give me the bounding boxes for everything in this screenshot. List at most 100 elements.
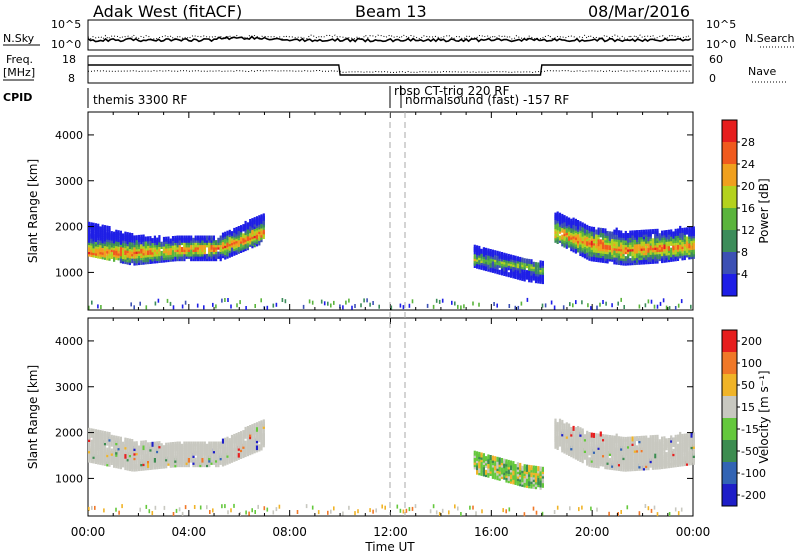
power-cell (432, 304, 435, 309)
velocity-colorbar-tick-label: -100 (741, 467, 766, 480)
power-cell (258, 235, 261, 241)
velocity-cell (402, 509, 405, 514)
power-cell (586, 224, 589, 230)
power-cell (215, 240, 218, 246)
power-cell (196, 235, 200, 241)
power-cell (642, 229, 645, 235)
power-cell (500, 270, 504, 276)
velocity-cell (149, 442, 152, 448)
cpid-segment-themis: themis 3300 RF (93, 93, 187, 107)
power-cell (101, 224, 104, 230)
velocity-cell (230, 508, 232, 513)
power-cell (151, 242, 154, 248)
nsky-label: N.Sky (3, 32, 35, 45)
velocity-cell (597, 454, 600, 460)
velocity-cell (608, 511, 610, 516)
power-data-cells (88, 211, 695, 311)
nsky-left-tick-bottom: 10^0 (51, 38, 81, 51)
velocity-colorbar-swatch (722, 352, 737, 374)
velocity-cell (181, 443, 184, 449)
power-cell (137, 234, 141, 240)
velocity-cell (510, 474, 513, 480)
velocity-cell (574, 431, 577, 437)
power-cell (103, 252, 107, 258)
velocity-cell (613, 435, 616, 441)
power-cell (562, 305, 565, 310)
power-cell (563, 215, 566, 221)
velocity-cell (482, 453, 485, 459)
power-cell (242, 233, 245, 239)
velocity-colorbar: 200 100 50 15 -15 -50 -100 -200 (721, 329, 766, 507)
power-cell (629, 251, 632, 257)
power-cell (608, 231, 611, 237)
power-cell (581, 222, 584, 228)
velocity-cell (624, 457, 627, 463)
power-cell (169, 301, 172, 306)
velocity-cell (663, 440, 666, 446)
power-cell (190, 235, 193, 241)
velocity-cell (496, 475, 499, 481)
power-cell (454, 301, 456, 306)
velocity-cell (151, 441, 154, 447)
power-cell (667, 229, 670, 235)
power-cell (581, 227, 584, 232)
power-cell (140, 243, 143, 249)
power-cell (489, 249, 492, 254)
power-cell (187, 235, 190, 241)
power-cell (215, 304, 217, 309)
power-cell (160, 241, 163, 247)
power-cell (190, 244, 193, 250)
power-cell (627, 233, 630, 238)
power-cell (302, 304, 305, 309)
power-cell (590, 256, 593, 262)
velocity-cell (103, 438, 107, 443)
velocity-cell (194, 457, 197, 463)
power-cell (153, 235, 156, 241)
power-cell (162, 236, 166, 242)
power-cell (249, 219, 252, 224)
velocity-cell (144, 440, 147, 446)
power-cell (670, 236, 673, 242)
velocity-cell (595, 433, 598, 439)
velocity-cell (411, 506, 414, 511)
velocity-cell (539, 466, 542, 472)
velocity-cell (595, 437, 598, 443)
velocity-cell (199, 441, 202, 447)
nave-trace (87, 69, 691, 74)
power-cell (556, 211, 559, 217)
power-cell (568, 217, 571, 223)
velocity-cell (126, 449, 129, 455)
velocity-cell (103, 431, 107, 437)
velocity-cell (206, 505, 208, 510)
power-cell (253, 217, 256, 223)
velocity-cell (106, 447, 109, 453)
velocity-cell (181, 511, 184, 516)
velocity-cell (537, 466, 540, 472)
power-cell (579, 225, 582, 231)
power-cell (174, 235, 177, 241)
velocity-cell (230, 439, 234, 445)
velocity-cell (137, 445, 141, 451)
power-cell (554, 212, 557, 218)
time-tick-label: 08:00 (272, 525, 307, 539)
velocity-cell (663, 456, 666, 462)
power-cell (203, 235, 206, 241)
velocity-cell (97, 429, 100, 435)
power-cell (251, 241, 254, 246)
velocity-cell (255, 422, 259, 428)
power-cell (117, 230, 120, 236)
power-cell (692, 244, 695, 250)
power-cell (590, 306, 592, 311)
power-cell (363, 298, 365, 303)
power-cell (158, 251, 161, 257)
power-cell (583, 239, 586, 245)
power-cell (327, 301, 329, 306)
freq-left-tick-bottom: 8 (68, 72, 75, 85)
power-cell (534, 266, 538, 272)
velocity-cell (611, 435, 614, 441)
power-cell (181, 256, 184, 262)
velocity-cell (124, 437, 127, 443)
velocity-cell (649, 435, 652, 441)
velocity-cell (541, 466, 544, 472)
velocity-cell (674, 457, 677, 463)
